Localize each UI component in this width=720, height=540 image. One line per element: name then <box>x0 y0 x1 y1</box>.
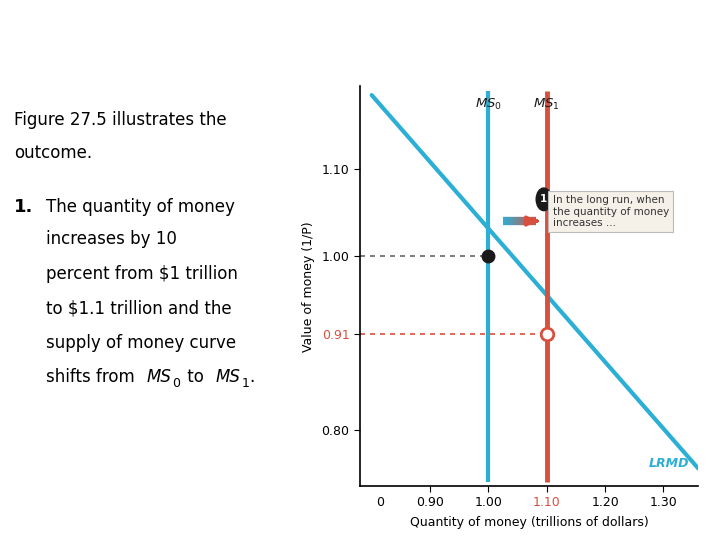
Text: Figure 27.5 illustrates the: Figure 27.5 illustrates the <box>14 111 227 129</box>
Text: $MS_0$: $MS_0$ <box>474 97 502 112</box>
Text: In the long run, when
the quantity of money
increases ...: In the long run, when the quantity of mo… <box>552 195 669 228</box>
X-axis label: Quantity of money (trillions of dollars): Quantity of money (trillions of dollars) <box>410 516 649 529</box>
Text: 1.: 1. <box>14 198 34 215</box>
Bar <box>639 31 706 48</box>
Text: LRMD: LRMD <box>649 457 690 470</box>
Text: .: . <box>249 368 255 386</box>
Text: supply of money curve: supply of money curve <box>46 334 236 352</box>
Text: $MS_1$: $MS_1$ <box>534 97 560 112</box>
Text: 1: 1 <box>540 194 547 204</box>
Circle shape <box>536 188 552 211</box>
Text: to $1.1 trillion and the: to $1.1 trillion and the <box>46 299 232 317</box>
Text: to: to <box>182 368 210 386</box>
Y-axis label: Value of money (1/P): Value of money (1/P) <box>302 221 315 352</box>
Text: 0: 0 <box>377 496 384 509</box>
Text: The quantity of money: The quantity of money <box>46 198 235 215</box>
Text: shifts from: shifts from <box>46 368 140 386</box>
Text: 27.2  MONEY, THE PRICE LEVEL, AND INFLATION: 27.2 MONEY, THE PRICE LEVEL, AND INFLATI… <box>16 30 539 49</box>
Bar <box>658 21 687 58</box>
Text: MS: MS <box>215 368 240 386</box>
Text: increases by 10: increases by 10 <box>46 230 177 248</box>
Text: percent from $1 trillion: percent from $1 trillion <box>46 265 238 282</box>
Text: MS: MS <box>146 368 171 386</box>
Text: 1: 1 <box>242 377 250 390</box>
Text: 0: 0 <box>172 377 180 390</box>
Text: outcome.: outcome. <box>14 144 93 161</box>
